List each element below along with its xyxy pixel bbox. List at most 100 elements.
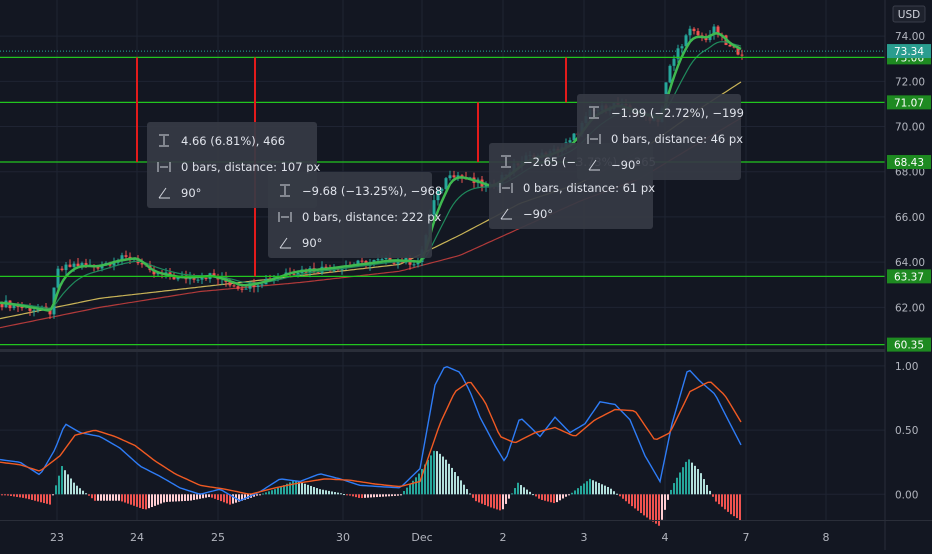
candle-body [376, 259, 380, 261]
histogram-bar [238, 494, 240, 502]
histogram-bar [205, 494, 207, 498]
current-price-label-bg [887, 44, 931, 59]
histogram-bar [328, 490, 330, 495]
histogram-bar [172, 494, 174, 502]
histogram-bar [508, 494, 510, 499]
oscillator-axis-tick-label: 0.00 [895, 489, 918, 501]
histogram-bar [520, 485, 522, 495]
histogram-bar [121, 494, 123, 502]
candle-body [740, 54, 744, 56]
currency-badge[interactable]: USD [892, 5, 926, 23]
histogram-bar [313, 487, 315, 495]
ruler-horizontal-icon [278, 212, 292, 222]
histogram-bar [100, 494, 102, 501]
histogram-bar [655, 494, 657, 524]
histogram-bar [604, 485, 606, 495]
candle-body [120, 255, 124, 261]
histogram-bar [184, 494, 186, 501]
histogram-bar [511, 493, 513, 495]
currency-label: USD [898, 9, 920, 21]
measure-tooltip[interactable]: −9.68 (−13.25%), −968 0 bars, distance: 2… [268, 172, 442, 258]
histogram-bar [49, 494, 51, 505]
histogram-bar [16, 494, 18, 497]
histogram-bar [598, 482, 600, 495]
candle-body [708, 34, 712, 41]
histogram-bar [721, 494, 723, 507]
candle-body [112, 262, 116, 266]
candle-body [456, 175, 460, 178]
level-price-label[interactable]: 68.43 [887, 155, 931, 170]
candle-body [292, 273, 296, 275]
histogram-bar [316, 488, 318, 495]
price-axis-tick-label: 64.00 [895, 257, 925, 269]
candle [692, 27, 696, 35]
histogram-bar [187, 494, 189, 501]
candle-body [32, 310, 36, 312]
histogram-bar [211, 494, 213, 498]
ruler-vertical-icon [159, 134, 169, 147]
histogram-bar [499, 494, 501, 511]
current-price-label[interactable]: 73.34 [887, 44, 931, 59]
histogram-bar [331, 491, 333, 495]
candle-body [692, 28, 696, 32]
histogram-bar [595, 481, 597, 495]
candle-body [380, 258, 384, 260]
icon-stroke [588, 159, 600, 171]
candle [120, 252, 124, 265]
histogram-bar [229, 494, 231, 505]
candle-body [212, 273, 216, 277]
histogram-bar [256, 494, 258, 496]
histogram-bar [13, 494, 15, 497]
level-price-label-text: 60.35 [894, 340, 924, 352]
histogram-bar [31, 494, 33, 500]
level-price-label[interactable]: 71.07 [887, 95, 931, 110]
histogram-bar [301, 482, 303, 495]
histogram-bar [349, 494, 351, 496]
histogram-bar [217, 494, 219, 500]
level-price-label[interactable]: 60.35 [887, 337, 931, 352]
histogram-bar [544, 494, 546, 501]
histogram-bar [232, 494, 234, 504]
histogram-bar [226, 494, 228, 504]
time-axis-tick-label: 2 [500, 531, 507, 544]
measurement-tools-layer[interactable]: 4.66 (6.81%), 466 0 bars, distance: 107 p… [136, 57, 744, 277]
histogram-bar [76, 485, 78, 495]
histogram-bar [646, 494, 648, 518]
histogram-bar [451, 467, 453, 495]
histogram-bar [700, 473, 702, 495]
oscillator-layer [0, 365, 742, 526]
candle [716, 25, 720, 38]
candle-body [432, 200, 436, 215]
candle [112, 257, 116, 271]
measure-tooltip[interactable]: −1.99 (−2.72%), −199 0 bars, distance: 46… [577, 94, 744, 180]
histogram-bar [553, 494, 555, 504]
histogram-bar [475, 494, 477, 502]
histogram-bar [535, 494, 537, 497]
histogram-bar [433, 450, 435, 495]
histogram-bar [625, 494, 627, 502]
histogram-bar [574, 490, 576, 495]
level-price-label-text: 71.07 [894, 97, 924, 109]
candle [256, 284, 260, 293]
histogram-bar [163, 494, 165, 503]
histogram-bar [436, 451, 438, 495]
candle-body [28, 306, 32, 311]
measure-tooltip-text: 0 bars, distance: 46 px [611, 132, 743, 146]
histogram-bar [325, 490, 327, 495]
level-price-label-bg [887, 337, 931, 352]
histogram-bar [469, 493, 471, 495]
measure-tooltip-text: −1.99 (−2.72%), −199 [611, 106, 744, 120]
candle-body [140, 263, 144, 265]
level-price-label[interactable]: 63.37 [887, 269, 931, 284]
histogram-bar [112, 494, 114, 501]
candle [200, 272, 204, 284]
histogram-bar [622, 494, 624, 499]
candle-body [232, 285, 236, 287]
candle [432, 194, 436, 219]
histogram-bar [79, 488, 81, 495]
candle-body [688, 28, 692, 36]
candle-body [96, 267, 100, 269]
